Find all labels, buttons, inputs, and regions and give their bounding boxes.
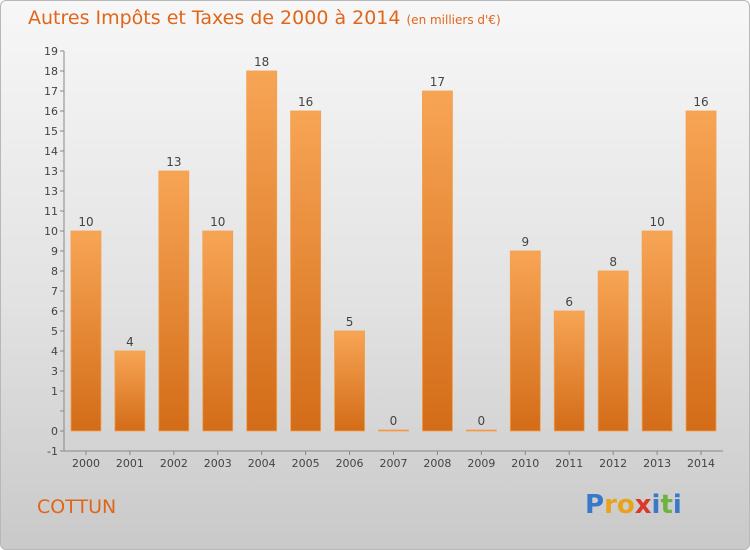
data-label: 10 <box>649 215 664 229</box>
data-label: 18 <box>254 55 269 69</box>
data-label: 13 <box>166 155 181 169</box>
logo-letter: P <box>585 490 605 520</box>
x-tick-label: 2004 <box>248 457 276 470</box>
y-tick-label: 7 <box>51 285 58 298</box>
x-tick-label: 2002 <box>160 457 188 470</box>
y-tick-label: -1 <box>47 445 58 458</box>
y-tick-label: 14 <box>44 145 58 158</box>
title-unit: (en milliers d'€) <box>406 13 501 27</box>
y-tick-label: 11 <box>44 205 58 218</box>
data-label: 6 <box>565 295 573 309</box>
bar <box>509 250 541 432</box>
y-tick-label: 17 <box>44 85 58 98</box>
x-tick-label: 2003 <box>204 457 232 470</box>
bar <box>641 230 673 432</box>
data-label: 10 <box>210 215 225 229</box>
x-tick-label: 2013 <box>643 457 671 470</box>
bar <box>202 230 234 432</box>
y-tick-label: 0 <box>51 425 58 438</box>
bar <box>422 90 453 432</box>
data-label: 16 <box>298 95 313 109</box>
x-tick-label: 2006 <box>336 457 364 470</box>
logo-letter: i <box>651 490 661 520</box>
bar <box>378 429 409 432</box>
y-tick-label: 13 <box>44 185 58 198</box>
y-tick-label: 13 <box>44 165 58 178</box>
x-tick-label: 2008 <box>423 457 451 470</box>
y-tick-label: 15 <box>44 125 58 138</box>
bar <box>114 350 146 432</box>
y-tick-label: 10 <box>44 225 58 238</box>
y-tick-label: 16 <box>44 105 58 118</box>
x-tick-label: 2005 <box>292 457 320 470</box>
logo-letter: o <box>616 490 635 520</box>
logo-letter: t <box>660 490 673 520</box>
logo-letter: x <box>634 490 652 520</box>
bar <box>158 170 190 432</box>
data-label: 0 <box>390 414 398 428</box>
bar <box>553 310 585 432</box>
y-tick-label: 5 <box>51 325 58 338</box>
y-tick-label: 8 <box>51 265 58 278</box>
data-label: 10 <box>78 215 93 229</box>
x-tick-label: 2007 <box>380 457 408 470</box>
data-label: 5 <box>346 315 354 329</box>
logo-letter: i <box>672 490 682 520</box>
title-main: Autres Impôts et Taxes de 2000 à 2014 <box>28 7 401 29</box>
x-tick-label: 2011 <box>555 457 583 470</box>
data-label: 0 <box>478 414 486 428</box>
y-tick-label: 3 <box>51 365 58 378</box>
y-tick-label: 4 <box>51 345 58 358</box>
x-tick-label: 2001 <box>116 457 144 470</box>
bar <box>290 110 322 432</box>
x-tick-label: 2010 <box>511 457 539 470</box>
data-label: 4 <box>126 335 134 349</box>
y-tick-label: 1 <box>51 385 58 398</box>
bar <box>70 230 102 432</box>
x-tick-label: 2009 <box>467 457 495 470</box>
proxiti-logo[interactable]: Proxiti <box>585 490 682 520</box>
x-tick-label: 2014 <box>687 457 715 470</box>
data-label: 8 <box>609 255 617 269</box>
bar <box>465 429 497 432</box>
data-label: 17 <box>430 75 445 89</box>
commune-name: COTTUN <box>37 496 117 518</box>
x-tick-label: 2000 <box>72 457 100 470</box>
bar <box>334 330 365 432</box>
logo-letter: r <box>604 490 617 520</box>
y-tick-label: 6 <box>51 305 58 318</box>
bar <box>597 270 629 432</box>
chart-title: Autres Impôts et Taxes de 2000 à 2014 (en… <box>28 7 501 29</box>
data-label: 9 <box>521 235 529 249</box>
y-tick-label: 18 <box>44 65 58 78</box>
y-tick-label: 19 <box>44 45 58 58</box>
bar <box>246 70 278 432</box>
bar <box>685 110 717 432</box>
x-tick-label: 2012 <box>599 457 627 470</box>
y-tick-label: 9 <box>51 245 58 258</box>
data-label: 16 <box>693 95 708 109</box>
